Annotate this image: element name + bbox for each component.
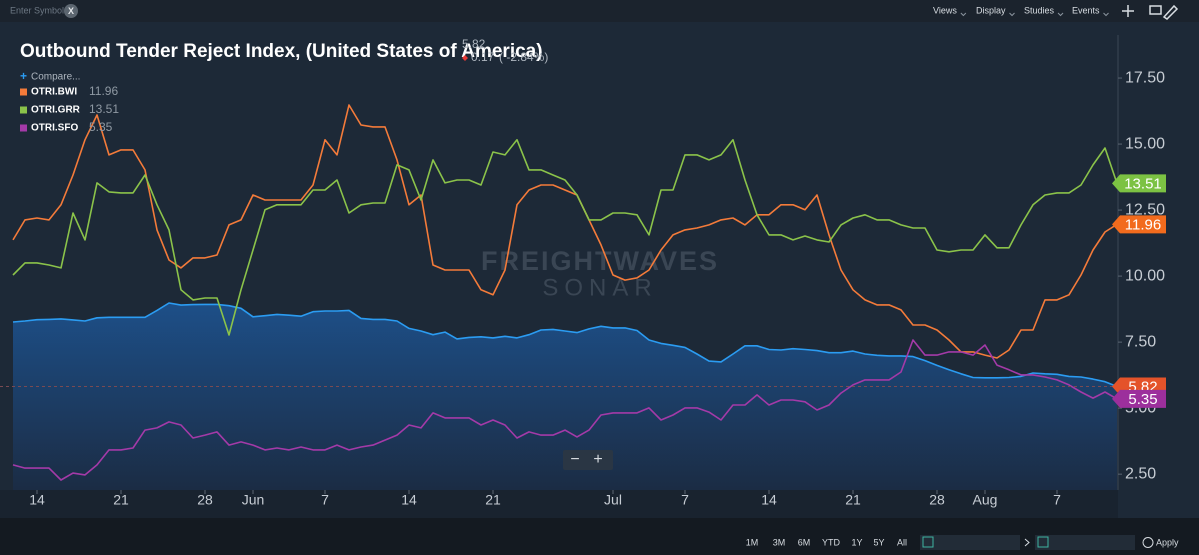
legend-value: 5.35 xyxy=(89,120,113,134)
value-badge-label: 13.51 xyxy=(1124,175,1162,192)
y-tick-label: 7.50 xyxy=(1125,333,1156,350)
value-badge xyxy=(1112,174,1166,193)
range-button[interactable]: All xyxy=(897,537,907,547)
range-button[interactable]: 3M xyxy=(773,537,786,547)
menu-caret xyxy=(960,12,967,17)
start-date[interactable] xyxy=(920,535,1020,550)
x-tick-label: Aug xyxy=(973,492,998,508)
y-tick-label: 10.00 xyxy=(1125,267,1165,284)
watermark: FREIGHTWAVES xyxy=(481,246,719,276)
line xyxy=(12,104,1118,359)
value-badge xyxy=(1112,215,1166,234)
zoom-box xyxy=(563,450,613,470)
menu-caret xyxy=(1103,12,1109,17)
legend-swatch xyxy=(20,88,27,96)
clear-button[interactable] xyxy=(64,4,78,18)
chart-title: Outbound Tender Reject Index, (United St… xyxy=(20,41,543,62)
draw-icon[interactable] xyxy=(1162,4,1179,20)
legend: OTRI.BWI 11.96 OTRI.GRR 13.51 OTRI.SFO 5.35 xyxy=(20,84,119,134)
y-tick-label: 15.00 xyxy=(1125,135,1165,152)
menu-caret xyxy=(1009,12,1015,17)
legend-name[interactable]: OTRI.GRR xyxy=(31,105,81,116)
calendar-icon[interactable] xyxy=(1037,536,1049,548)
clear-label: X xyxy=(68,6,74,16)
down-icon xyxy=(462,55,468,61)
line xyxy=(12,302,1118,388)
last-value: 5.82 xyxy=(462,37,486,51)
menu-caret xyxy=(1057,12,1064,17)
compare-icon[interactable]: + xyxy=(20,69,27,83)
legend-swatch xyxy=(20,124,27,132)
x-tick-label: 28 xyxy=(197,492,213,508)
symbol-search[interactable]: Enter Symbol xyxy=(10,5,64,15)
plot: 14 21 28 Jun 7 14 21 Jul 7 14 21 28 Aug 7 xyxy=(0,77,1122,508)
x-tick-label: 7 xyxy=(321,492,329,508)
line xyxy=(12,339,1118,481)
line xyxy=(12,139,1118,336)
menu-item[interactable]: Events xyxy=(1072,5,1100,15)
menu-item[interactable]: Display xyxy=(976,5,1006,15)
comment-icon[interactable] xyxy=(1149,5,1162,15)
end-date[interactable] xyxy=(1035,535,1135,550)
x-tick-label: 21 xyxy=(113,492,129,508)
calendar-icon[interactable] xyxy=(922,536,934,548)
y-tick-label: 17.50 xyxy=(1125,69,1165,86)
change: 0.17 xyxy=(471,50,495,64)
menu-item[interactable]: Studies xyxy=(1024,5,1055,15)
value-badge-label: 11.96 xyxy=(1125,216,1161,233)
arrow-icon xyxy=(1024,538,1030,547)
y-tick-label: 12.50 xyxy=(1125,201,1165,218)
legend-value: 11.96 xyxy=(89,84,118,98)
range-button[interactable]: YTD xyxy=(822,537,841,547)
x-tick-label: 7 xyxy=(681,492,689,508)
compare-link[interactable]: Compare... xyxy=(31,72,80,83)
legend-swatch xyxy=(20,106,27,114)
zoom-in[interactable]: + xyxy=(593,451,602,468)
x-tick-label: 14 xyxy=(401,492,417,508)
range-button[interactable]: 5Y xyxy=(873,537,884,547)
apply-button[interactable]: Apply xyxy=(1156,537,1179,547)
x-tick-label: 14 xyxy=(29,492,45,508)
watermark: SONAR xyxy=(542,274,657,301)
area xyxy=(13,303,1117,490)
toolbar-icons xyxy=(1122,4,1179,20)
zoom-out[interactable]: − xyxy=(570,451,579,468)
x-tick-label: 7 xyxy=(1053,492,1061,508)
apply-icon[interactable] xyxy=(1142,537,1154,548)
x-tick-label: Jul xyxy=(604,492,622,508)
x-tick-label: 21 xyxy=(485,492,501,508)
value-badge-label: 5.35 xyxy=(1128,391,1157,408)
x-tick-label: 21 xyxy=(845,492,861,508)
range-button[interactable]: 6M xyxy=(798,537,811,547)
legend-name[interactable]: OTRI.SFO xyxy=(31,123,78,134)
legend-name[interactable]: OTRI.BWI xyxy=(31,87,77,98)
x-tick-label: 28 xyxy=(929,492,945,508)
menu-item[interactable]: Views xyxy=(933,5,957,15)
change-percent: ( -2.84%) xyxy=(499,50,548,64)
value-badge xyxy=(1112,389,1166,408)
range-buttons: 1M 3M 6M YTD 1Y 5Y All xyxy=(746,537,907,547)
x-axis-strip xyxy=(0,490,1118,518)
range-button[interactable]: 1M xyxy=(746,537,759,547)
y-tick-label: 2.50 xyxy=(1125,465,1156,482)
toolbar xyxy=(0,0,1199,22)
range-button[interactable]: 1Y xyxy=(851,537,862,547)
x-tick-label: 14 xyxy=(761,492,777,508)
x-tick-label: Jun xyxy=(242,492,265,508)
add-icon[interactable] xyxy=(1122,5,1134,17)
toolbar-menus: Views Display Studies Events xyxy=(933,5,1109,17)
legend-value: 13.51 xyxy=(89,102,119,116)
